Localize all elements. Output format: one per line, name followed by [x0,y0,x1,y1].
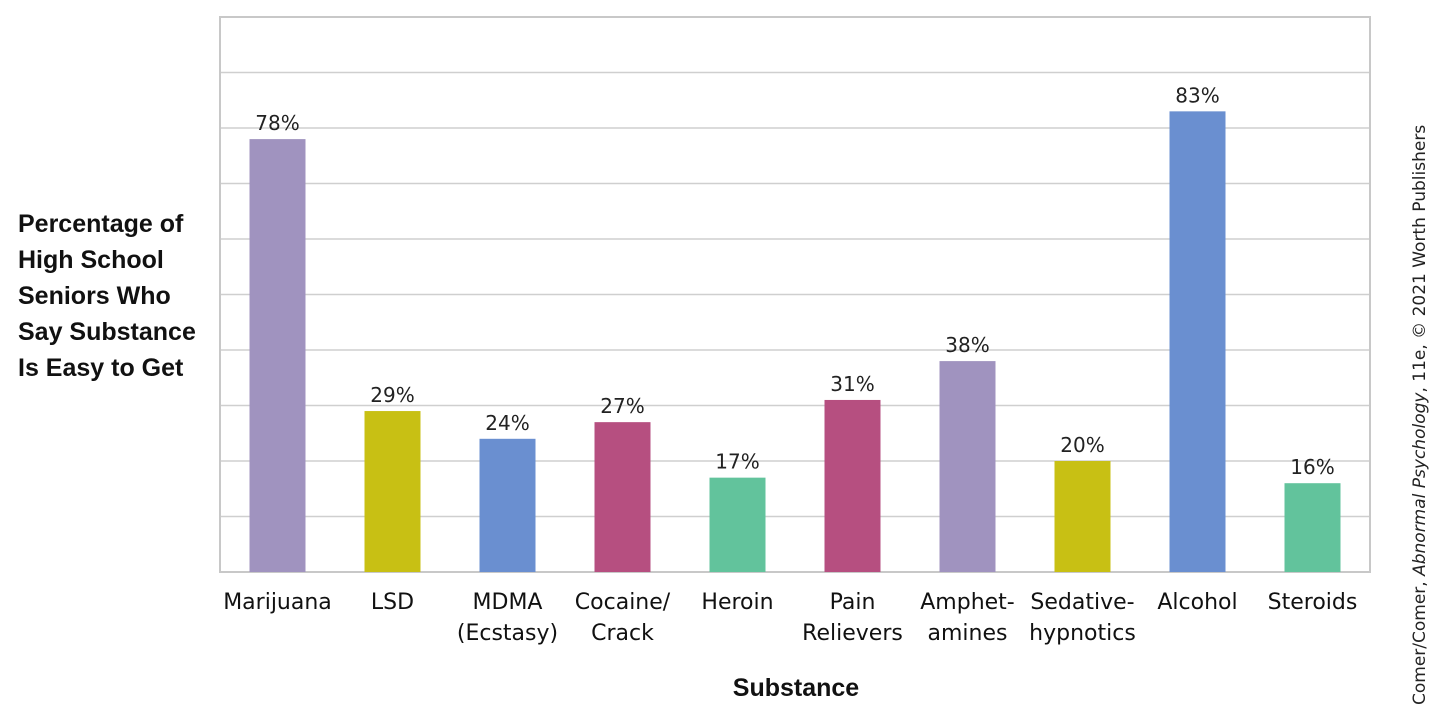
x-tick-label: LSD [371,590,414,615]
data-label: 78% [255,111,299,135]
y-axis-label-line: High School [18,246,164,274]
x-tick-label-line: Amphet- [920,590,1015,615]
bar [1054,461,1111,572]
x-tick-label: Heroin [701,590,773,615]
data-label: 29% [370,383,414,407]
x-tick-label-line: (Ecstasy) [457,621,558,646]
x-tick-labels: Marijuana LSD MDMA (Ecstasy) Cocaine/Crack He… [223,590,1357,646]
x-tick-label: Marijuana [223,590,332,615]
x-tick-label: Sedative-hypnotics [1029,590,1136,646]
x-tick-label: Cocaine/Crack [575,590,671,646]
x-axis-label: Substance [733,674,860,702]
x-tick-label-line: Crack [591,621,654,646]
x-tick-label-line: Heroin [701,590,773,615]
x-tick-label: Pain Relievers [802,590,903,646]
y-axis-label-line: Seniors Who [18,282,171,310]
plot-area-frame [219,16,1371,573]
x-tick-label-line: Marijuana [223,590,332,615]
x-tick-label-line: Pain [830,590,876,615]
bar [364,411,421,572]
x-tick-label-line: amines [928,621,1008,646]
x-tick-label-line: Steroids [1268,590,1358,615]
x-tick-label-line: Cocaine/ [575,590,671,615]
x-tick-label: Amphet-amines [920,590,1015,646]
bar [479,438,536,572]
value-labels: 78% 29% 24% 27% 17% 31% 38% 20% 83% 16% [255,83,1334,479]
data-label: 17% [715,450,759,474]
x-tick-label: Steroids [1268,590,1358,615]
x-tick-label-line: MDMA [473,590,543,615]
credit-line: Comer/Comer, Abnormal Psychology, 11e, ©… [1410,125,1430,705]
bar [249,139,306,572]
data-label: 24% [485,411,529,435]
data-label: 83% [1175,83,1219,107]
bar [709,477,766,572]
y-axis-label-line: Percentage of [18,210,184,238]
y-axis-label-line: Is Easy to Get [18,354,184,382]
y-axis-label-line: Say Substance [18,318,196,346]
bar [939,361,996,572]
data-label: 31% [830,372,874,396]
x-tick-label-line: hypnotics [1029,621,1136,646]
x-tick-label: Alcohol [1157,590,1237,615]
credit-prefix: Comer/Comer, [1410,576,1430,705]
bar [1169,111,1226,572]
credit-title: Abnormal Psychology [1410,392,1430,577]
data-label: 38% [945,333,989,357]
y-axis-label: Percentage of High School Seniors Who Say S… [18,210,196,382]
x-tick-label-line: LSD [371,590,414,615]
bar [824,399,881,572]
data-label: 27% [600,394,644,418]
x-tick-label-line: Sedative- [1030,590,1134,615]
x-tick-label-line: Relievers [802,621,903,646]
bar [594,422,651,572]
bars [249,111,1341,572]
x-tick-label: MDMA (Ecstasy) [457,590,558,646]
credit-suffix: , 11e, © 2021 Worth Publishers [1410,125,1430,393]
data-label: 20% [1060,433,1104,457]
x-tick-label-line: Alcohol [1157,590,1237,615]
bar [1284,483,1341,572]
data-label: 16% [1290,455,1334,479]
